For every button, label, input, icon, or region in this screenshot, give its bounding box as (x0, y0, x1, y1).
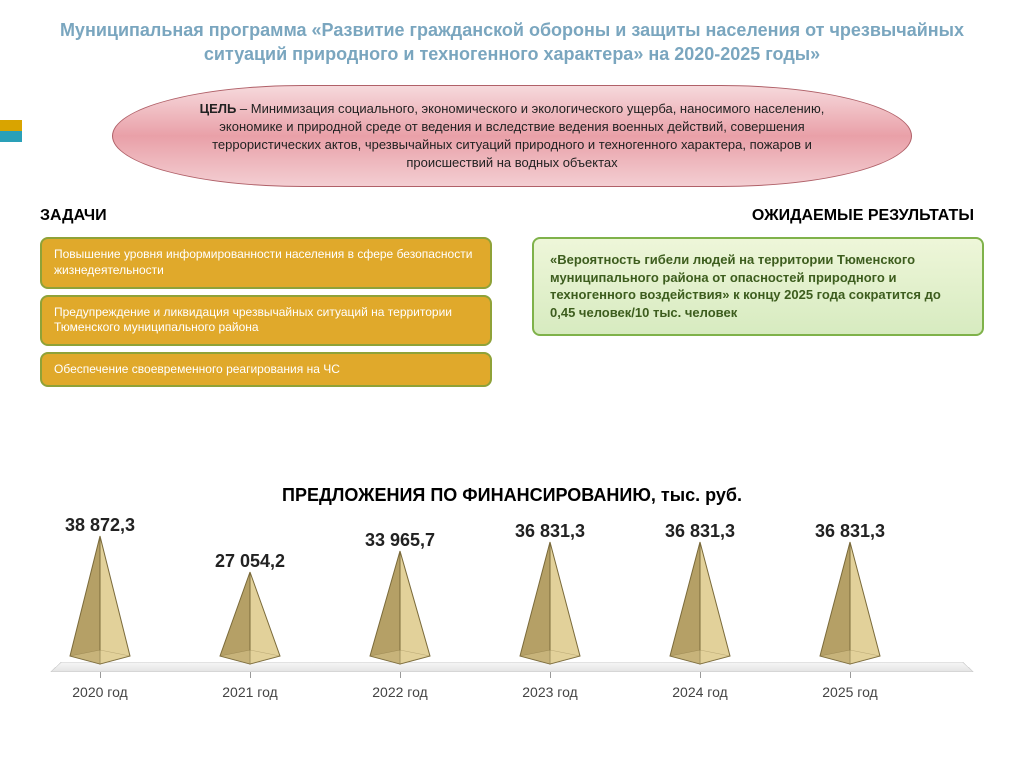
task-item: Обеспечение своевременного реагирования … (40, 352, 492, 388)
task-item: Предупреждение и ликвидация чрезвычайных… (40, 295, 492, 346)
results-header: ОЖИДАЕМЫЕ РЕЗУЛЬТАТЫ (532, 207, 984, 225)
bar-category-label: 2023 год (490, 684, 610, 700)
side-accent (0, 120, 22, 142)
bar-category-label: 2022 год (340, 684, 460, 700)
bar-value-label: 27 054,2 (180, 551, 320, 572)
bar-category-label: 2024 год (640, 684, 760, 700)
axis-tick (700, 672, 701, 678)
result-item: «Вероятность гибели людей на территории … (532, 237, 984, 335)
chart-plot: 38 872,32020 год 27 054,22021 год 33 965… (40, 500, 984, 700)
bar-value-label: 33 965,7 (330, 530, 470, 551)
task-item: Повышение уровня информированности насел… (40, 237, 492, 288)
bar-value-label: 36 831,3 (780, 521, 920, 542)
goal-label: ЦЕЛЬ (200, 101, 237, 116)
pyramid-bar (810, 540, 890, 666)
finance-chart: ПРЕДЛОЖЕНИЯ ПО ФИНАНСИРОВАНИЮ, тыс. руб.… (40, 480, 984, 700)
bar-category-label: 2020 год (40, 684, 160, 700)
goal-text: – Минимизация социального, экономическог… (212, 101, 824, 171)
pyramid-bar (510, 540, 590, 666)
results-column: ОЖИДАЕМЫЕ РЕЗУЛЬТАТЫ «Вероятность гибели… (532, 207, 984, 393)
bar-category-label: 2021 год (190, 684, 310, 700)
bar-value-label: 36 831,3 (630, 521, 770, 542)
bar-category-label: 2025 год (790, 684, 910, 700)
accent-top (0, 120, 22, 131)
pyramid-bar (60, 534, 140, 666)
columns: ЗАДАЧИ Повышение уровня информированност… (0, 207, 1024, 393)
bar-value-label: 36 831,3 (480, 521, 620, 542)
pyramid-bar (660, 540, 740, 666)
pyramid-bar (360, 549, 440, 666)
tasks-header: ЗАДАЧИ (40, 207, 492, 225)
tasks-column: ЗАДАЧИ Повышение уровня информированност… (40, 207, 492, 393)
goal-pill: ЦЕЛЬ – Минимизация социального, экономич… (112, 85, 912, 188)
page-title: Муниципальная программа «Развитие гражда… (0, 0, 1024, 77)
axis-tick (100, 672, 101, 678)
axis-tick (550, 672, 551, 678)
axis-tick (850, 672, 851, 678)
accent-bottom (0, 131, 22, 142)
axis-tick (400, 672, 401, 678)
pyramid-bar (210, 570, 290, 666)
axis-tick (250, 672, 251, 678)
bar-value-label: 38 872,3 (30, 515, 170, 536)
